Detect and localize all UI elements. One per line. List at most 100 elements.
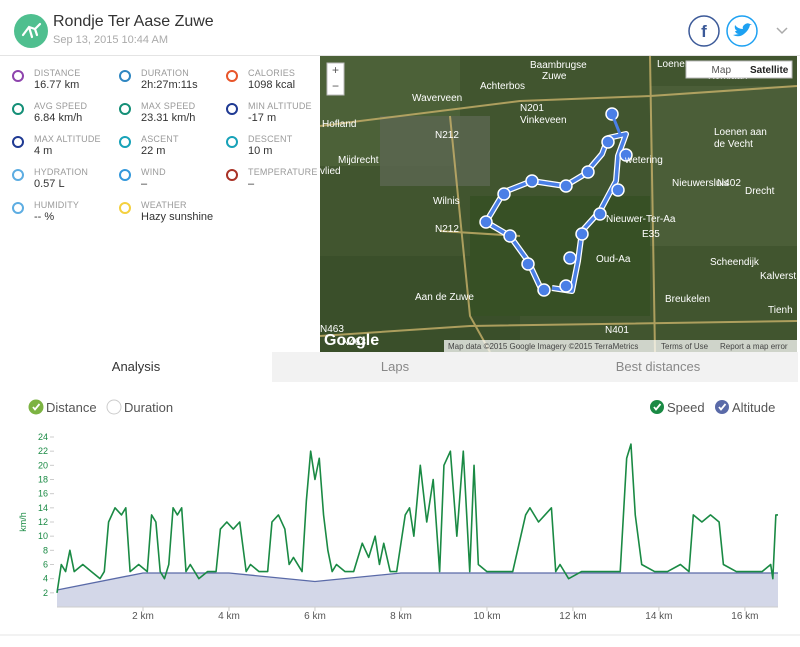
y-axis-label: km/h [18, 512, 28, 532]
map-label: Oud-Aa [596, 254, 631, 265]
zoom-out[interactable]: − [332, 79, 339, 93]
stat-value: 2h:27m:11s [141, 79, 198, 91]
tab-laps[interactable]: Laps [272, 352, 518, 382]
x-tick-label: 14 km [645, 611, 672, 622]
x-tick-label: 8 km [390, 611, 412, 622]
stat-icon [119, 169, 131, 181]
map-label: Waverveen [412, 93, 462, 104]
stat-label: HUMIDITY [34, 200, 80, 210]
stat-value: 6.84 km/h [34, 112, 83, 124]
stat-icon [226, 136, 238, 148]
workout-title: Rondje Ter Aase Zuwe [53, 13, 214, 30]
x-axis-option-toggle[interactable] [106, 399, 122, 415]
stat-icon [226, 70, 238, 82]
stat-label: DURATION [141, 68, 189, 78]
legend-label[interactable]: Speed [667, 400, 705, 415]
map-label: N463 [320, 324, 344, 335]
map-label: Mijdrecht [338, 155, 379, 166]
stat-label: ASCENT [141, 134, 179, 144]
stat-label: DISTANCE [34, 68, 81, 78]
google-logo: Google [324, 332, 379, 349]
stat-icon [119, 136, 131, 148]
svg-text:f: f [701, 22, 707, 41]
map-label: Tienh [768, 305, 793, 316]
map-label: Zuwe [542, 71, 567, 82]
x-tick-label: 2 km [132, 611, 154, 622]
y-tick-label: 24 [38, 432, 48, 442]
stat-label: TEMPERATURE [248, 167, 318, 177]
stat-icon [119, 70, 131, 82]
stat-value: 1098 kcal [248, 79, 296, 91]
stat-label: HYDRATION [34, 167, 89, 177]
x-tick-label: 12 km [559, 611, 586, 622]
stat-value: 4 m [34, 145, 53, 157]
stat-value: -17 m [248, 112, 277, 124]
map-label: Wilnis [433, 196, 460, 207]
stat-value: 10 m [248, 145, 273, 157]
tab-analysis[interactable]: Analysis [0, 352, 272, 382]
zoom-control[interactable]: + − [326, 62, 345, 96]
map-label: Achterbos [480, 81, 525, 92]
route-map[interactable]: BaambrugseZuweAchterbosLoenenKerklaanWav… [320, 56, 797, 352]
y-tick-label: 4 [43, 574, 48, 584]
stat-value: – [248, 178, 255, 190]
stat-label: MAX SPEED [141, 101, 196, 111]
map-attribution: Map data ©2015 Google Imagery ©2015 Terr… [448, 342, 638, 351]
analysis-chart: Distance Duration Speed Altitude24681012141… [0, 399, 800, 636]
map-label: N463 [342, 337, 366, 348]
y-tick-label: 8 [43, 545, 48, 555]
check-mark [718, 403, 727, 411]
speed-line [56, 443, 778, 593]
stat-icon [119, 103, 131, 115]
check-mark [653, 403, 662, 411]
map-label: Loenen [657, 59, 690, 70]
terms-link[interactable]: Terms of Use [661, 342, 709, 351]
altitude-area [57, 573, 778, 607]
map-label: Drecht [745, 186, 775, 197]
map-label: N212 [435, 130, 459, 141]
tab-best-distances[interactable]: Best distances [518, 352, 798, 382]
expand-chevron[interactable] [776, 27, 788, 35]
check-mark [32, 403, 41, 411]
map-label: Nieuwersluis [672, 178, 729, 189]
y-tick-label: 16 [38, 489, 48, 499]
map-label: wetering [624, 155, 663, 166]
map-label: Nieuwer-Ter-Aa [606, 214, 676, 225]
map-label: de Vecht [714, 139, 753, 150]
map-label: Baambrugse [530, 60, 587, 71]
stats-panel: DISTANCE 16.77 km DURATION 2h:27m:11s CALORI… [0, 56, 320, 352]
stat-icon [12, 169, 24, 181]
stat-label: WEATHER [141, 200, 187, 210]
stat-icon [119, 202, 131, 214]
y-tick-label: 20 [38, 460, 48, 470]
map-label: vlied [320, 166, 341, 177]
header: Rondje Ter Aase Zuwe Sep 13, 2015 10:44 … [0, 0, 800, 56]
stat-label: CALORIES [248, 68, 296, 78]
report-link[interactable]: Report a map error [720, 342, 788, 351]
stat-icon [12, 103, 24, 115]
stat-value: Hazy sunshine [141, 211, 214, 223]
stat-label: AVG SPEED [34, 101, 88, 111]
x-axis-option[interactable]: Duration [124, 400, 173, 415]
map-button[interactable]: Map [712, 65, 732, 76]
zoom-in[interactable]: + [332, 63, 339, 77]
y-tick-label: 6 [43, 560, 48, 570]
stat-label: WIND [141, 167, 166, 177]
stat-value: -- % [34, 211, 55, 223]
stat-icon [12, 70, 24, 82]
altitude-line [56, 572, 778, 591]
x-axis-option[interactable]: Distance [46, 400, 97, 415]
legend-label[interactable]: Altitude [732, 400, 775, 415]
y-tick-label: 12 [38, 517, 48, 527]
y-tick-label: 14 [38, 503, 48, 513]
x-tick-label: 16 km [731, 611, 758, 622]
sport-icon [14, 14, 48, 48]
map-label: Scheendijk [710, 257, 760, 268]
stat-value: 22 m [141, 145, 166, 157]
twitter-share[interactable] [726, 15, 758, 47]
satellite-button[interactable]: Satellite [750, 65, 789, 76]
facebook-share[interactable]: f [688, 15, 720, 47]
map-label: Aan de Zuwe [415, 292, 474, 303]
map-label: Vinkeveen [520, 115, 567, 126]
